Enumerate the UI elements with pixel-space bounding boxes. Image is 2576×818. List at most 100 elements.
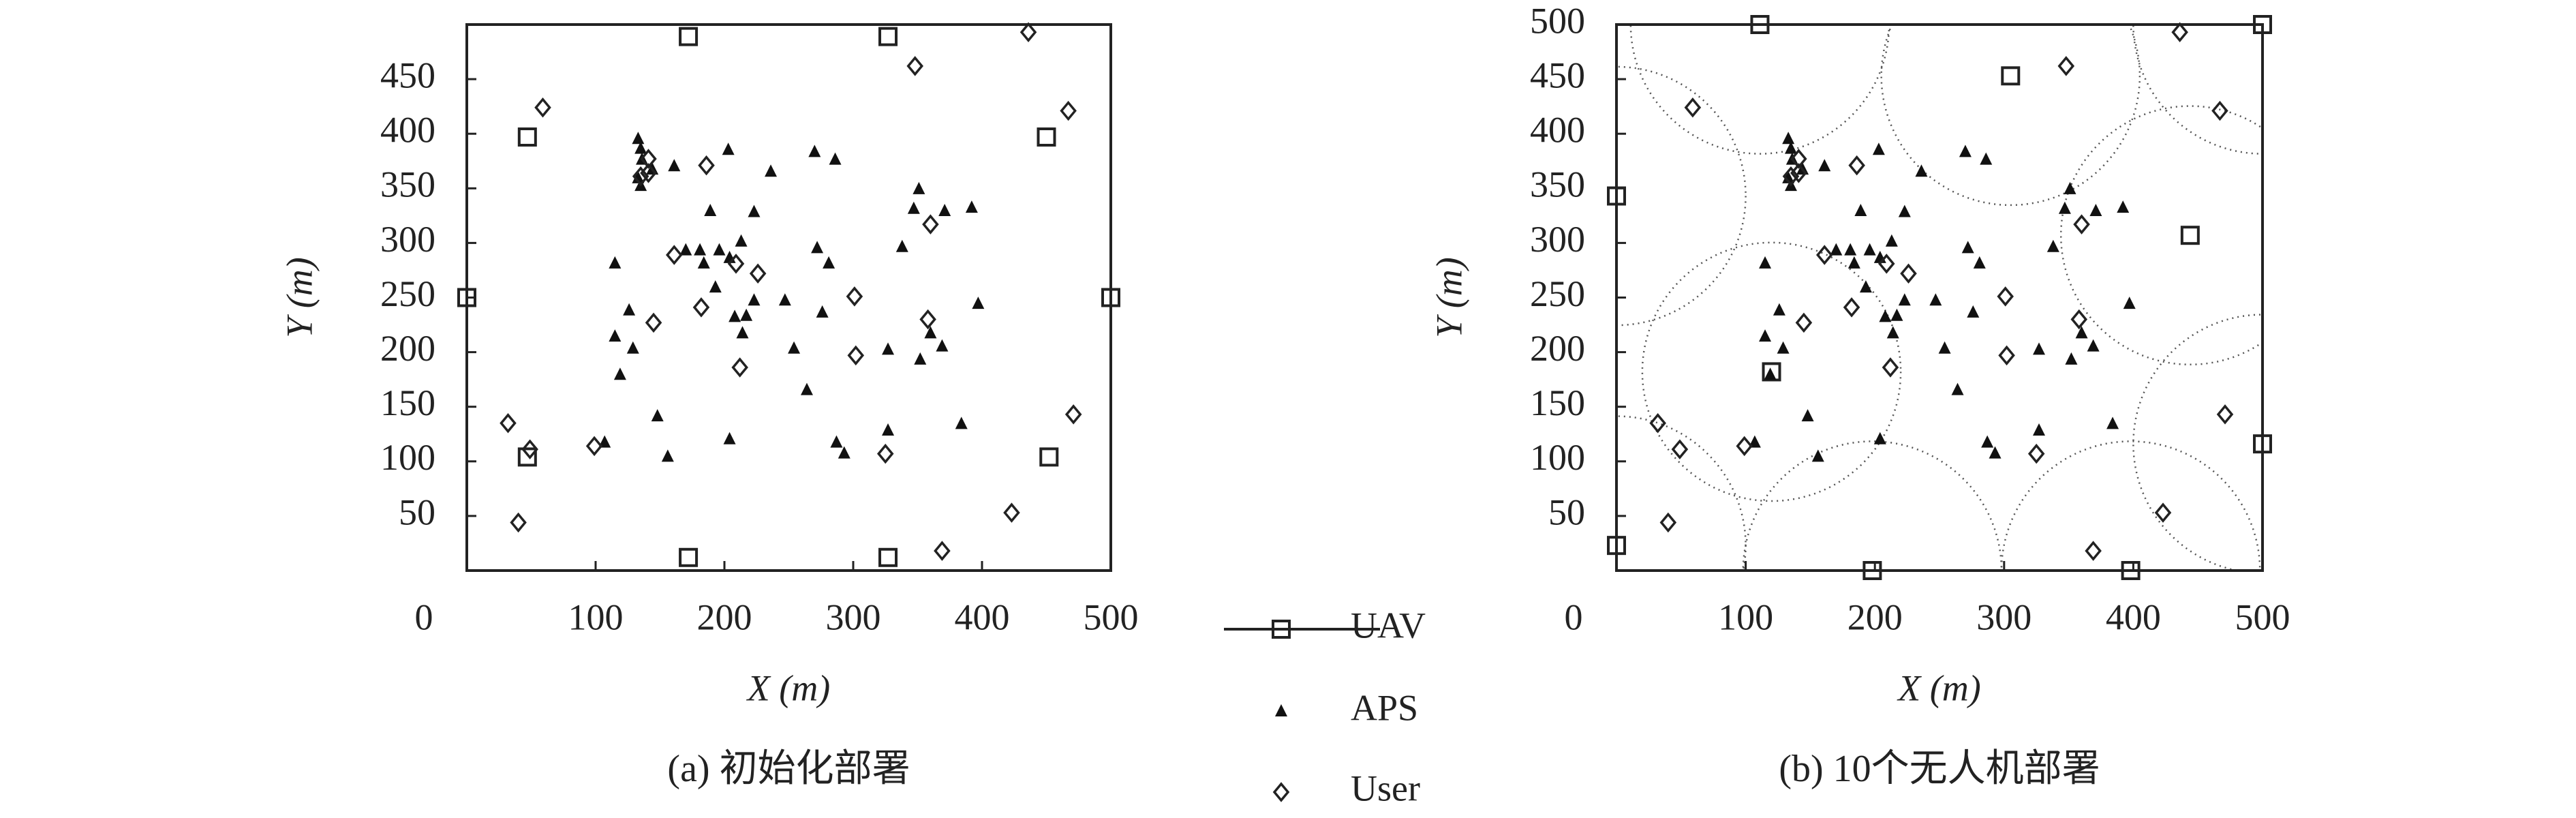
y-tick-label: 500 xyxy=(1530,0,1585,41)
point-triangle xyxy=(1938,341,1951,354)
legend-label: UAV xyxy=(1351,605,1426,646)
x-tick-label: 0 xyxy=(1565,596,1583,637)
point-triangle xyxy=(632,132,645,145)
point-triangle xyxy=(882,423,895,436)
point-triangle xyxy=(723,431,736,444)
point-triangle xyxy=(1873,431,1886,444)
y-tick-label: 150 xyxy=(380,382,435,423)
point-square xyxy=(878,547,898,567)
point-triangle xyxy=(1929,293,1942,306)
point-diamond xyxy=(1795,312,1813,333)
point-triangle xyxy=(2117,200,2130,213)
point-diamond xyxy=(846,286,863,307)
point-triangle xyxy=(2058,201,2071,214)
point-triangle xyxy=(1980,152,1993,165)
point-diamond xyxy=(919,309,936,330)
point-triangle xyxy=(895,239,908,252)
point-diamond xyxy=(1843,297,1860,318)
plot-frame xyxy=(1615,23,2264,572)
point-square xyxy=(1101,288,1120,307)
legend-marker xyxy=(1272,620,1291,639)
point-square xyxy=(878,27,898,46)
point-diamond xyxy=(731,357,748,378)
point-triangle xyxy=(651,409,664,422)
point-square xyxy=(517,127,537,147)
point-square xyxy=(1862,561,1882,580)
point-diamond xyxy=(585,436,603,457)
point-square xyxy=(2180,226,2200,245)
point-square xyxy=(1607,186,1626,206)
point-diamond xyxy=(1998,345,2015,366)
point-triangle xyxy=(972,297,985,309)
point-diamond xyxy=(1790,149,1807,169)
point-square xyxy=(517,447,537,467)
point-triangle xyxy=(907,201,920,214)
y-tick-label: 200 xyxy=(380,328,435,369)
point-diamond xyxy=(698,155,715,176)
x-tick-label: 100 xyxy=(568,596,624,637)
point-triangle xyxy=(1879,309,1892,322)
point-diamond xyxy=(2070,309,2088,330)
point-triangle xyxy=(2106,416,2119,429)
point-triangle xyxy=(704,203,717,216)
point-triangle xyxy=(1973,256,1986,269)
point-triangle xyxy=(924,326,937,339)
point-diamond xyxy=(2027,443,2045,464)
x-tick-label: 300 xyxy=(1976,596,2031,637)
legend-marker xyxy=(1272,782,1290,802)
point-triangle xyxy=(913,181,925,194)
x-axis-label: X (m) xyxy=(746,667,830,708)
x-tick-label: 500 xyxy=(1084,596,1139,637)
legend-label: APS xyxy=(1351,687,1418,728)
caption: (b) 10个无人机部署 xyxy=(1779,748,2100,790)
point-triangle xyxy=(1863,243,1876,256)
legend-marker xyxy=(1275,704,1287,716)
legend-label: User xyxy=(1351,768,1420,808)
point-diamond xyxy=(1649,412,1666,434)
point-triangle xyxy=(2032,342,2045,355)
x-axis-label: X (m) xyxy=(1897,667,1980,708)
point-triangle xyxy=(938,203,951,216)
y-tick-label: 250 xyxy=(1530,273,1585,314)
y-tick-label: 450 xyxy=(380,55,435,95)
point-triangle xyxy=(668,159,681,172)
point-diamond xyxy=(510,512,527,533)
x-tick-label: 500 xyxy=(2235,596,2290,637)
point-diamond xyxy=(1736,436,1753,457)
point-triangle xyxy=(2064,181,2076,194)
point-triangle xyxy=(1898,204,1911,217)
point-square xyxy=(1762,362,1781,382)
y-tick-label: 50 xyxy=(399,491,435,532)
point-diamond xyxy=(1997,286,2014,307)
point-square xyxy=(2253,15,2272,34)
point-diamond xyxy=(1060,100,1077,121)
point-triangle xyxy=(1759,256,1772,269)
point-diamond xyxy=(749,263,767,284)
point-diamond xyxy=(1782,166,1800,187)
plot-frame xyxy=(465,23,1112,572)
x-tick-label: 0 xyxy=(415,596,433,637)
point-triangle xyxy=(1830,243,1843,256)
point-diamond xyxy=(2085,541,2102,561)
x-tick-label: 400 xyxy=(955,596,1010,637)
point-triangle xyxy=(1961,241,1974,254)
point-diamond xyxy=(1064,404,1082,425)
y-tick-label: 100 xyxy=(1530,437,1585,478)
point-triangle xyxy=(2087,339,2100,352)
y-tick-label: 200 xyxy=(1530,328,1585,369)
point-triangle xyxy=(882,342,895,355)
point-triangle xyxy=(2089,203,2102,216)
point-triangle xyxy=(1847,256,1860,269)
y-tick-label: 350 xyxy=(380,164,435,205)
x-tick-label: 200 xyxy=(1847,596,1903,637)
point-triangle xyxy=(1859,280,1872,293)
point-triangle xyxy=(661,449,674,462)
point-triangle xyxy=(609,256,622,269)
y-tick-label: 250 xyxy=(380,273,435,314)
point-triangle xyxy=(1989,446,2002,459)
point-triangle xyxy=(955,416,968,429)
x-tick-label: 100 xyxy=(1718,596,1773,637)
point-triangle xyxy=(736,326,749,339)
x-tick-label: 200 xyxy=(697,596,752,637)
